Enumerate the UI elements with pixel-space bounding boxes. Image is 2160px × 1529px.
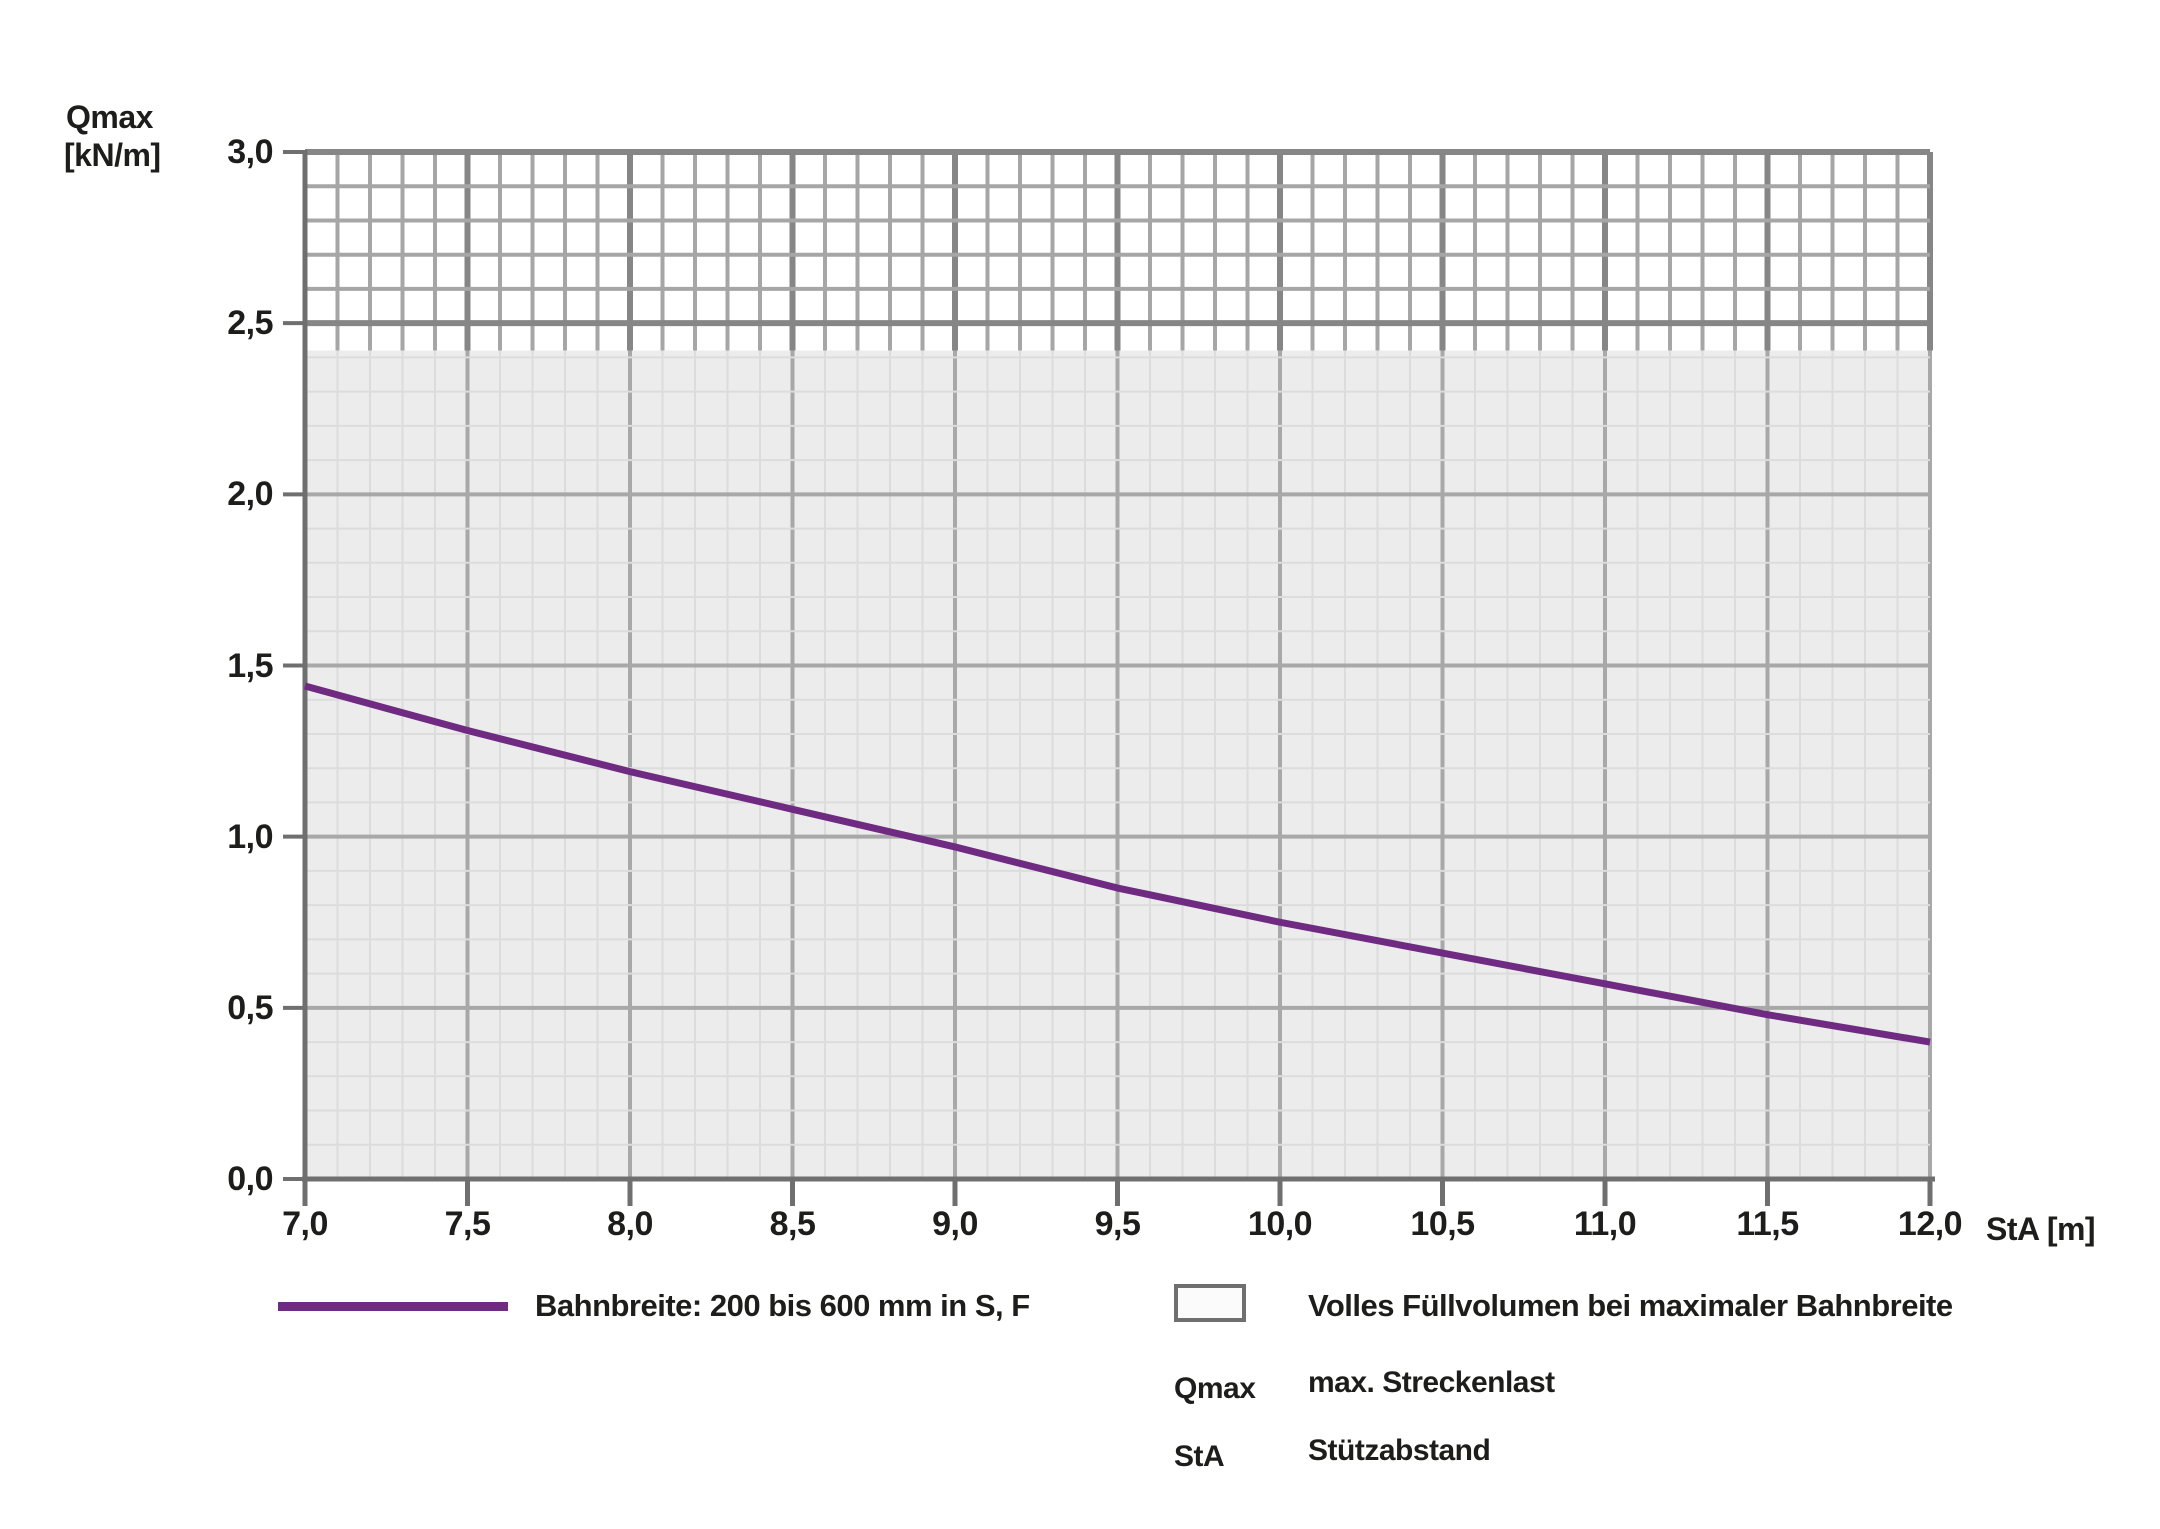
x-tick-label: 8,5: [769, 1205, 816, 1243]
y-axis-unit: [kN/m]: [64, 137, 161, 173]
y-tick-label: 1,0: [227, 817, 273, 856]
x-tick-label: 8,0: [607, 1205, 653, 1243]
y-tick-label: 0,5: [227, 988, 273, 1027]
y-tick-label: 1,5: [227, 646, 273, 685]
x-tick-label: 9,5: [1094, 1205, 1141, 1243]
x-tick-label: 11,0: [1573, 1205, 1637, 1243]
region-legend-label: Volles Füllvolumen bei maximaler Bahnbre…: [1308, 1288, 1953, 1323]
definition-text-qmax: max. Streckenlast: [1308, 1366, 1555, 1399]
region-legend-swatch: [1174, 1284, 1246, 1322]
y-tick-label: 2,0: [227, 475, 273, 514]
definition-text-sta: Stützabstand: [1308, 1434, 1491, 1467]
series-line: [304, 682, 1931, 1046]
x-tick-label: 7,5: [444, 1205, 491, 1243]
x-axis-title: StA [m]: [1986, 1211, 2096, 1247]
x-tick-label: 11,5: [1736, 1205, 1799, 1243]
y-tick-label: 3,0: [227, 133, 273, 171]
series-legend-swatch: [278, 1302, 508, 1311]
x-tick-label: 12,0: [1897, 1205, 1963, 1243]
y-axis-title: Qmax: [66, 99, 153, 135]
definition-symbol-sta: StA: [1174, 1440, 1225, 1473]
y-tick-label: 2,5: [227, 304, 273, 343]
series-legend-label: Bahnbreite: 200 bis 600 mm in S, F: [535, 1288, 1030, 1323]
x-tick-label: 7,0: [282, 1205, 328, 1243]
x-tick-label: 10,0: [1247, 1205, 1313, 1243]
x-tick-label: 10,5: [1410, 1205, 1475, 1243]
y-tick-label: 0,0: [227, 1160, 273, 1198]
x-tick-label: 9,0: [932, 1205, 978, 1243]
definition-symbol-qmax: Qmax: [1174, 1372, 1256, 1405]
